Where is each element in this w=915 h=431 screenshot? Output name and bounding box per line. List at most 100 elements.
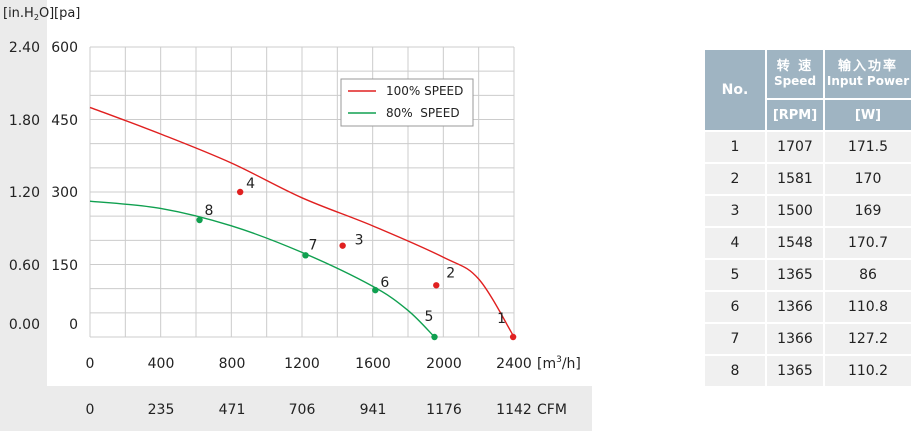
legend: 100% SPEED 80% SPEED [340, 78, 474, 127]
row-rpm-cell: 1707 [765, 130, 825, 164]
col-speed-unit: [RPM] [765, 98, 825, 132]
y-inh2o-tick-label: 1.20 [9, 185, 40, 201]
row-no-cell: 5 [703, 258, 767, 292]
legend-label-80: 80% SPEED [386, 106, 460, 120]
legend-box [340, 78, 474, 127]
row-no-cell: 2 [703, 162, 767, 196]
data-point-6 [372, 286, 379, 294]
row-rpm-cell: 1548 [765, 226, 825, 260]
x-tick-labels: 0 400 800 1200 1600 2000 2400 0 235 471 706 941 1176… [86, 356, 532, 418]
y-tick-labels: 2.40 1.80 1.20 0.60 0.00 600 450 300 150 0 [9, 40, 78, 333]
col-no-header: No. [703, 48, 767, 132]
row-no-cell: 4 [703, 226, 767, 260]
data-point-3 [339, 242, 346, 249]
table-row: 3 1500 169 [703, 194, 913, 228]
row-no-cell: 3 [703, 194, 767, 228]
row-power-cell: 171.5 [823, 130, 913, 164]
y-inh2o-tick-label: 1.80 [9, 113, 40, 129]
y-pa-tick-label: 300 [51, 185, 78, 201]
col-power-en: Input Power [826, 74, 910, 88]
data-point-1 [509, 333, 517, 341]
col-speed-header: 转 速 Speed [765, 48, 825, 100]
data-point-label-2: 2 [446, 265, 455, 281]
data-point-label-5: 5 [425, 309, 434, 325]
col-power-cn: 输入功率 [837, 59, 898, 74]
y-pa-tick-label: 600 [51, 40, 78, 56]
row-no-cell: 6 [703, 290, 767, 324]
row-power-cell: 170.7 [823, 226, 913, 260]
x-m3h-tick-label: 2400 [496, 356, 532, 372]
table-row: 4 1548 170.7 [703, 226, 913, 260]
data-point-label-7: 7 [309, 237, 318, 253]
table-row: 6 1366 110.8 [703, 290, 913, 324]
row-power-cell: 170 [823, 162, 913, 196]
data-point-label-8: 8 [205, 203, 214, 219]
row-no-cell: 8 [703, 354, 767, 388]
x-m3h-tick-label: 800 [219, 356, 246, 372]
pa-unit-label: [pa] [54, 6, 80, 21]
data-point-2 [433, 282, 440, 289]
fan-performance-chart: [in.H2O] [pa] 2.401.801.200.600.00600450… [0, 0, 592, 431]
y-inh2o-tick-label: 2.40 [9, 40, 40, 56]
table-row: 2 1581 170 [703, 162, 913, 196]
x-m3h-tick-label: 0 [86, 356, 95, 372]
x-cfm-tick-label: 0 [86, 402, 95, 418]
x-cfm-tick-label: 471 [219, 402, 246, 418]
x-cfm-unit-label: CFM [537, 402, 567, 418]
y-pa-tick-label: 0 [69, 317, 78, 333]
data-points: 4 3 2 1 8 7 6 5 [196, 176, 517, 341]
y-inh2o-tick-label: 0.60 [9, 258, 40, 274]
left-axis-panel [0, 0, 47, 431]
row-power-cell: 127.2 [823, 322, 913, 356]
table-row: 1 1707 171.5 [703, 130, 913, 164]
x-cfm-tick-label: 941 [360, 402, 387, 418]
x-m3h-tick-label: 400 [148, 356, 175, 372]
x-m3h-tick-label: 1600 [355, 356, 391, 372]
spec-table: No. 转 速 Speed 输入功率 Input Power [RPM] [W]… [703, 48, 913, 388]
row-rpm-cell: 1365 [765, 354, 825, 388]
row-power-cell: 169 [823, 194, 913, 228]
row-rpm-cell: 1366 [765, 290, 825, 324]
data-point-label-4: 4 [246, 176, 255, 192]
x-cfm-tick-label: 1176 [426, 402, 462, 418]
col-speed-en: Speed [773, 74, 817, 88]
x-m3h-unit-label: [m3/h] [537, 355, 581, 372]
row-power-cell: 110.8 [823, 290, 913, 324]
series-line-1 [89, 200, 435, 338]
x-cfm-tick-label: 235 [148, 402, 175, 418]
table-row: 8 1365 110.2 [703, 354, 913, 388]
table-row: 5 1365 86 [703, 258, 913, 292]
row-rpm-cell: 1365 [765, 258, 825, 292]
y-inh2o-tick-label: 0.00 [9, 317, 40, 333]
data-point-4 [236, 188, 244, 196]
row-rpm-cell: 1366 [765, 322, 825, 356]
row-power-cell: 110.2 [823, 354, 913, 388]
row-no-cell: 7 [703, 322, 767, 356]
table-row: 7 1366 127.2 [703, 322, 913, 356]
x-m3h-tick-label: 2000 [426, 356, 462, 372]
data-point-label-3: 3 [355, 233, 364, 249]
data-point-7 [302, 252, 309, 259]
series-line-0 [89, 106, 515, 338]
y-pa-tick-label: 150 [51, 258, 78, 274]
data-point-8 [196, 216, 203, 224]
curves [89, 106, 515, 338]
legend-label-100: 100% SPEED [386, 84, 463, 98]
col-power-unit: [W] [823, 98, 913, 132]
row-rpm-cell: 1581 [765, 162, 825, 196]
col-speed-cn: 转 速 [776, 59, 814, 74]
x-m3h-tick-label: 1200 [284, 356, 320, 372]
cfm-axis-panel [0, 386, 592, 431]
table-body: 1 1707 171.5 2 1581 170 3 1500 169 4 1548 170.7 5 136… [703, 130, 913, 388]
data-point-label-6: 6 [380, 275, 389, 291]
x-cfm-tick-label: 1142 [496, 402, 532, 418]
row-power-cell: 86 [823, 258, 913, 292]
in-h2o-unit-label: [in.H2O] [3, 6, 54, 22]
row-no-cell: 1 [703, 130, 767, 164]
x-cfm-tick-label: 706 [289, 402, 316, 418]
col-power-header: 输入功率 Input Power [823, 48, 913, 100]
data-point-label-1: 1 [497, 311, 506, 327]
row-rpm-cell: 1500 [765, 194, 825, 228]
y-pa-tick-label: 450 [51, 113, 78, 129]
data-point-5 [431, 333, 438, 341]
